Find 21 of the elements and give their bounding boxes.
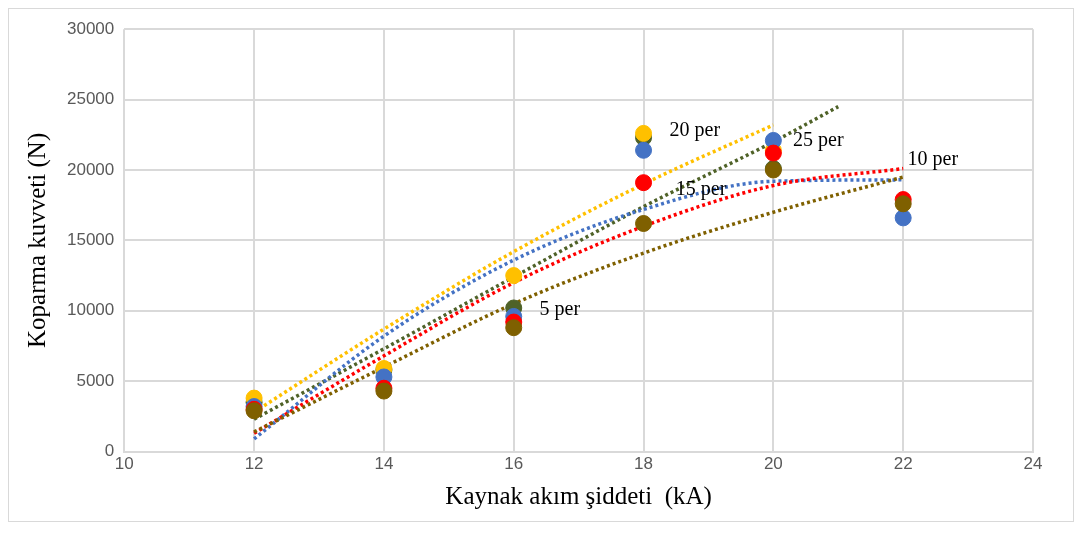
y-tick-label: 0 (104, 441, 115, 461)
x-tick-label: 10 (114, 454, 134, 474)
x-tick-label: 20 (763, 454, 783, 474)
x-tick-label: 12 (244, 454, 264, 474)
x-tick-label: 22 (893, 454, 913, 474)
annotation: 25 per (793, 127, 844, 151)
annotation: 5 per (539, 296, 581, 320)
y-tick-label: 30000 (66, 18, 115, 38)
y-axis-title: Koparma kuvveti (N) (22, 132, 51, 349)
y-tick-label: 25000 (66, 89, 115, 109)
x-axis-title: Kaynak akım şiddeti (kA) (445, 481, 712, 510)
annotation: 10 per (907, 147, 959, 171)
y-tick-label: 20000 (66, 159, 115, 179)
y-tick-label: 10000 (66, 300, 115, 320)
x-tick-label: 14 (374, 454, 394, 474)
x-tick-label: 18 (634, 454, 654, 474)
y-tick-label: 5000 (76, 370, 115, 390)
x-tick-label: 24 (1023, 454, 1043, 474)
x-tick-label: 16 (504, 454, 524, 474)
annotation: 20 per (669, 117, 721, 141)
y-tick-label: 15000 (66, 230, 115, 250)
